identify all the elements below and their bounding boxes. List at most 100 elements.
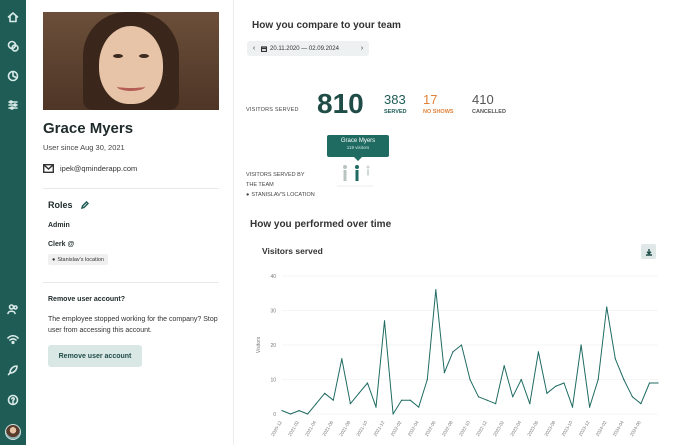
next-range-button[interactable]: ›: [360, 45, 364, 52]
users-icon[interactable]: [6, 302, 20, 316]
download-button[interactable]: [641, 244, 656, 259]
x-tick-label: 2022-08: [441, 420, 454, 437]
remove-account-description: The employee stopped working for the com…: [48, 316, 218, 334]
data-point: [580, 344, 582, 346]
data-point: [375, 406, 377, 408]
sliders-icon[interactable]: [6, 98, 20, 112]
data-point: [418, 406, 420, 408]
role-admin: Admin: [48, 222, 70, 229]
y-tick-label: 30: [270, 309, 276, 315]
x-tick-label: 2021-04: [304, 420, 317, 437]
wifi-icon[interactable]: [6, 332, 20, 346]
data-point: [503, 365, 505, 367]
y-tick-label: 10: [270, 378, 276, 384]
visitors-served-card: Visitors served 0 10 20 30 40 Visitors 2020-12…: [250, 236, 668, 445]
edit-pencil-icon[interactable]: [80, 201, 89, 209]
date-range-text[interactable]: 20.11.2020 — 02.09.2024: [270, 45, 339, 52]
location-flag-icon: ●: [246, 192, 250, 198]
x-tick-label: 2023-02: [492, 420, 505, 437]
main-content: How you compare to your team ‹ 20.11.202…: [235, 0, 688, 445]
email-row: ipek@qminderapp.com: [43, 164, 137, 173]
mail-icon: [43, 164, 54, 173]
y-tick-label: 0: [273, 412, 276, 418]
data-point: [392, 413, 394, 415]
x-tick-label: 2022-02: [390, 420, 403, 437]
stat-no-shows: 17 NO SHOWS: [423, 92, 454, 115]
data-point: [571, 406, 574, 408]
x-tick-label: 2023-12: [578, 420, 591, 437]
data-point: [640, 403, 642, 405]
nav-rail: [0, 0, 26, 445]
y-axis-label: Visitors: [256, 336, 262, 353]
data-point: [315, 403, 317, 405]
user-avatar[interactable]: [5, 424, 21, 440]
data-point: [307, 413, 309, 415]
data-point: [623, 378, 625, 381]
data-point: [597, 378, 599, 381]
compare-title: How you compare to your team: [252, 20, 401, 31]
roles-heading: Roles: [48, 200, 89, 210]
x-tick-label: 2022-06: [424, 420, 437, 437]
data-point: [546, 392, 548, 394]
data-point: [512, 396, 514, 398]
data-point: [648, 382, 651, 384]
user-email[interactable]: ipek@qminderapp.com: [60, 164, 138, 173]
user-since: User since Aug 30, 2021: [43, 143, 125, 152]
x-tick-label: 2024-02: [595, 420, 608, 437]
x-tick-label: 2024-04: [612, 420, 625, 437]
data-point: [520, 378, 522, 381]
data-point: [495, 403, 497, 405]
calendar-icon: [261, 45, 267, 52]
data-point: [281, 409, 283, 412]
x-tick-label: 2024-06: [629, 420, 642, 437]
user-tooltip: Grace Myers 119 visitors: [327, 135, 389, 161]
team-served-label: VISITORS SERVED BY THE TEAM ● STANISLAV'S…: [246, 172, 315, 198]
x-tick-label: 2022-04: [407, 420, 420, 437]
data-point: [332, 399, 334, 401]
prev-range-button[interactable]: ‹: [252, 45, 256, 52]
data-point: [324, 392, 326, 394]
pie-chart-icon[interactable]: [6, 69, 20, 83]
rocket-icon[interactable]: [6, 363, 20, 377]
data-point: [554, 385, 557, 387]
home-icon[interactable]: [6, 10, 20, 24]
x-tick-label: 2023-06: [526, 420, 539, 437]
location-flag-icon: ●: [52, 256, 56, 263]
user-name: Grace Myers: [43, 120, 134, 137]
data-point: [341, 358, 343, 360]
data-point: [631, 396, 633, 398]
chart-title: Visitors served: [262, 246, 323, 256]
help-icon[interactable]: [6, 393, 20, 407]
data-point: [477, 396, 480, 398]
data-point: [614, 358, 616, 360]
y-tick-label: 20: [270, 343, 276, 349]
download-icon: [645, 248, 652, 256]
x-tick-label: 2021-06: [321, 420, 334, 437]
data-point: [358, 392, 360, 394]
x-tick-label: 2022-12: [475, 420, 488, 437]
data-point: [563, 382, 565, 384]
y-tick-label: 40: [270, 274, 276, 280]
data-point: [383, 320, 386, 322]
chat-icon[interactable]: [6, 39, 20, 53]
data-point: [589, 406, 591, 408]
x-tick-label: 2023-10: [561, 420, 574, 437]
roles-title: Roles: [48, 200, 73, 210]
divider: [43, 282, 219, 283]
data-point: [298, 409, 300, 412]
data-point: [426, 378, 428, 381]
data-point: [349, 403, 351, 405]
data-point: [529, 403, 531, 405]
data-point: [409, 399, 411, 401]
profile-photo: [43, 12, 219, 110]
data-point: [289, 413, 292, 415]
data-point: [469, 378, 471, 381]
data-point: [366, 382, 369, 384]
visitors-total: 810: [317, 88, 364, 119]
remove-user-account-button[interactable]: Remove user account: [48, 345, 142, 367]
date-range-picker[interactable]: ‹ 20.11.2020 — 02.09.2024 ›: [247, 41, 369, 56]
stat-cancelled: 410 CANCELLED: [472, 92, 506, 115]
visitors-line-chart: 0 10 20 30 40 Visitors 2020-12 2021-02 2021-04 20…: [256, 274, 659, 437]
data-point: [452, 351, 454, 353]
